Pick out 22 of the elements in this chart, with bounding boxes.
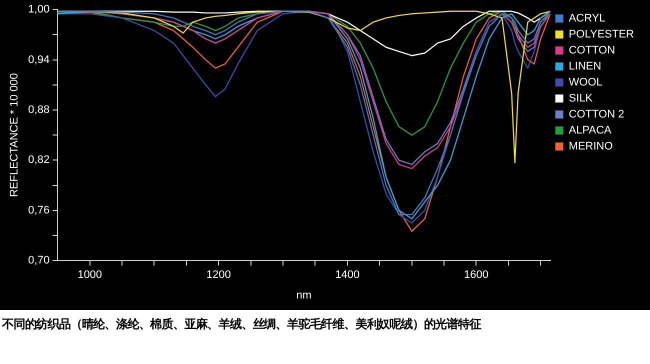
legend-label: ALPACA	[568, 124, 612, 137]
x-tick-label: 1400	[335, 269, 360, 282]
y-tick-label: 0,70	[28, 254, 50, 267]
x-tick-label: 1600	[464, 269, 488, 282]
x-tick-label: 1000	[78, 269, 102, 282]
y-tick-label: 0,82	[28, 154, 50, 166]
legend-label: COTTON 2	[568, 108, 624, 121]
y-axis-title: REFLECTANCE * 10 000	[8, 73, 21, 198]
y-tick-label: 1,00	[28, 4, 50, 16]
legend-label: COTTON	[568, 44, 616, 57]
legend-label: LINEN	[568, 60, 602, 73]
legend-label: WOOL	[568, 76, 602, 89]
legend-label: MERINO	[568, 140, 614, 153]
y-tick-label: 0,88	[28, 104, 50, 116]
y-tick-label: 0,94	[28, 54, 50, 66]
y-tick-label: 0,76	[28, 204, 50, 216]
legend-label: SILK	[568, 92, 594, 105]
legend-label: ACRYL	[568, 12, 606, 25]
legend-label: POLYESTER	[568, 28, 634, 41]
x-tick-label: 1200	[206, 269, 231, 282]
text: 不同的纺织品（晴纶、涤纶、棉质、亚麻、羊绒、丝绸、羊驼毛纤维、美利奴呢绒）的光谱特征	[0, 316, 482, 333]
x-axis-title: nm	[296, 289, 312, 302]
